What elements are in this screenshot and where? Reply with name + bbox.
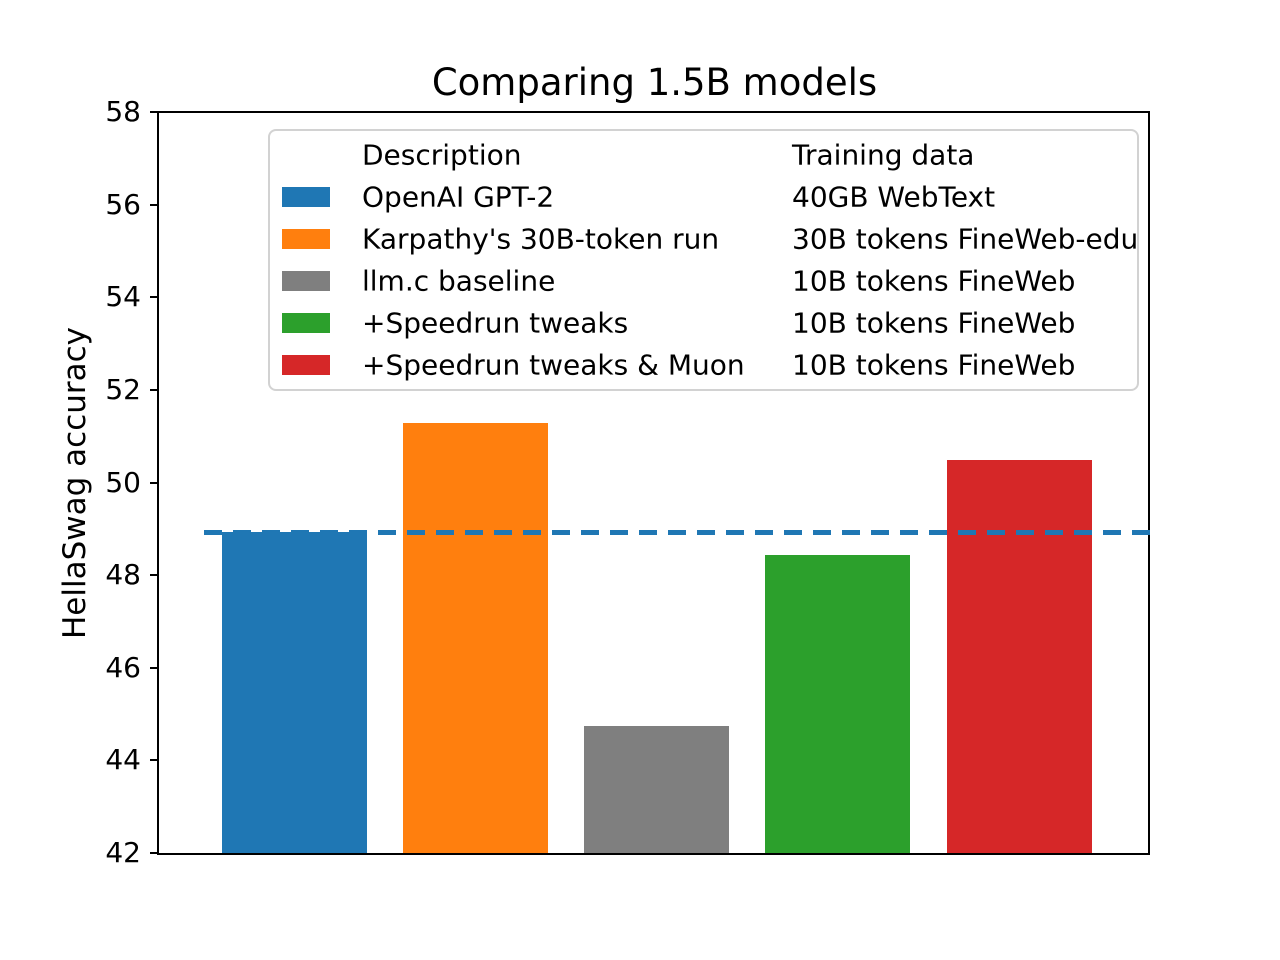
legend-rows: OpenAI GPT-2 40GB WebText Karpathy's 30B-t… bbox=[270, 176, 1139, 386]
y-tick-label-58: 58 bbox=[105, 95, 141, 128]
legend-row: llm.c baseline 10B tokens FineWeb bbox=[270, 260, 1137, 302]
y-tick-mark bbox=[150, 852, 158, 854]
legend-swatch-icon bbox=[282, 229, 330, 249]
bar-karpathy-s-30b-token-run bbox=[402, 423, 548, 853]
legend-swatch-icon bbox=[282, 271, 330, 291]
legend-header-training-data: Training data bbox=[792, 138, 975, 172]
legend-item-label: Karpathy's 30B-token run bbox=[362, 222, 720, 256]
y-tick-label-46: 46 bbox=[105, 650, 141, 684]
y-tick-mark bbox=[150, 203, 158, 206]
legend-swatch-icon bbox=[282, 187, 330, 207]
bar--speedrun-tweaks-muon bbox=[946, 460, 1092, 853]
y-tick-label-52: 52 bbox=[105, 372, 141, 406]
y-tick-mark bbox=[150, 388, 158, 391]
y-tick-mark bbox=[150, 111, 158, 113]
legend-swatch-icon bbox=[282, 355, 330, 375]
legend-row: OpenAI GPT-2 40GB WebText bbox=[270, 176, 1137, 218]
legend-row: Karpathy's 30B-token run 30B tokens FineW… bbox=[270, 218, 1139, 260]
legend-item-label: +Speedrun tweaks & Muon bbox=[362, 348, 745, 382]
legend-box: Description Training data OpenAI GPT-2 40… bbox=[268, 129, 1139, 391]
legend-item-training-data: 10B tokens FineWeb bbox=[792, 348, 1076, 382]
y-tick-mark bbox=[150, 759, 158, 762]
legend-item-label: OpenAI GPT-2 bbox=[362, 180, 555, 214]
legend-header-row: Description Training data bbox=[270, 134, 1137, 176]
bar-openai-gpt-2 bbox=[221, 532, 367, 853]
legend-row: +Speedrun tweaks & Muon 10B tokens FineWe… bbox=[270, 344, 1137, 386]
legend-header-description: Description bbox=[362, 138, 522, 172]
legend-swatch-icon bbox=[282, 313, 330, 333]
y-tick-label-50: 50 bbox=[105, 465, 141, 499]
y-tick-mark bbox=[150, 481, 158, 484]
legend-item-training-data: 10B tokens FineWeb bbox=[792, 264, 1076, 298]
chart-title: Comparing 1.5B models bbox=[431, 61, 878, 104]
y-tick-mark bbox=[150, 574, 158, 577]
y-tick-label-44: 44 bbox=[105, 743, 141, 777]
y-tick-label-42: 42 bbox=[105, 836, 141, 869]
legend-row: +Speedrun tweaks 10B tokens FineWeb bbox=[270, 302, 1137, 344]
legend-item-label: llm.c baseline bbox=[362, 264, 556, 298]
y-tick-mark bbox=[150, 666, 158, 669]
bar-llm-c-baseline bbox=[584, 726, 730, 853]
y-tick-mark bbox=[150, 296, 158, 299]
legend-item-training-data: 10B tokens FineWeb bbox=[792, 306, 1076, 340]
legend-item-label: +Speedrun tweaks bbox=[362, 306, 629, 340]
reference-dashed-line bbox=[204, 530, 1152, 536]
legend-item-training-data: 30B tokens FineWeb-edu bbox=[792, 222, 1139, 256]
bar--speedrun-tweaks bbox=[765, 555, 911, 853]
y-tick-label-54: 54 bbox=[105, 280, 141, 314]
y-tick-label-56: 56 bbox=[105, 187, 141, 221]
legend-item-training-data: 40GB WebText bbox=[792, 180, 996, 214]
y-tick-label-48: 48 bbox=[105, 558, 141, 592]
